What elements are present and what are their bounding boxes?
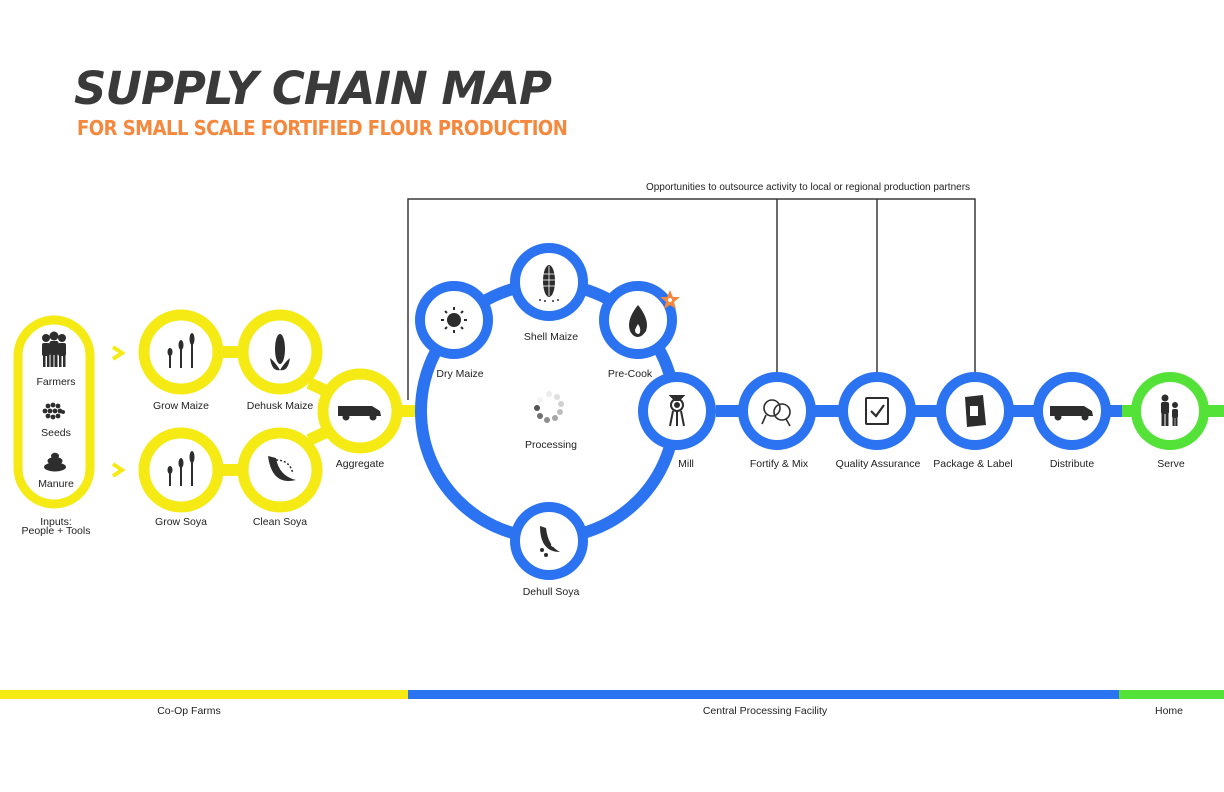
stage-bar-facility bbox=[408, 690, 1119, 699]
flame-icon bbox=[629, 305, 647, 337]
node-quality-assurance bbox=[838, 372, 916, 450]
page-subtitle: FOR SMALL SCALE FORTIFIED FLOUR PRODUCTI… bbox=[77, 116, 568, 140]
sun-icon bbox=[441, 307, 467, 333]
label-dehull-soya: Dehull Soya bbox=[523, 586, 580, 598]
stage-label-facility: Central Processing Facility bbox=[703, 705, 828, 717]
truck-icon bbox=[1050, 406, 1093, 421]
checklist-icon bbox=[865, 397, 889, 425]
input-label-farmers: Farmers bbox=[36, 376, 75, 388]
stage-bar-home bbox=[1119, 690, 1224, 699]
corn-cob-icon bbox=[539, 265, 559, 302]
stage-label-farms: Co-Op Farms bbox=[157, 705, 221, 717]
label-mill: Mill bbox=[678, 458, 694, 470]
page-title: SUPPLY CHAIN MAP bbox=[74, 62, 552, 115]
star-badge-icon bbox=[660, 290, 680, 309]
seeds-icon bbox=[42, 402, 65, 420]
node-fortify-mix bbox=[738, 372, 816, 450]
farm-arrow-bottom bbox=[111, 462, 126, 478]
label-distribute: Distribute bbox=[1050, 458, 1095, 470]
corn-husk-icon bbox=[270, 334, 290, 371]
inputs-caption: Inputs: bbox=[40, 516, 72, 528]
input-label-manure: Manure bbox=[38, 478, 74, 490]
outsource-note: Opportunities to outsource activity to l… bbox=[646, 182, 970, 193]
input-label-seeds: Seeds bbox=[41, 427, 71, 439]
label-serve: Serve bbox=[1157, 458, 1185, 470]
label-clean-soya: Clean Soya bbox=[253, 516, 307, 528]
wheat-icon bbox=[167, 451, 195, 486]
label-dehusk-maize: Dehusk Maize bbox=[247, 400, 314, 412]
label-pre-cook: Pre-Cook bbox=[608, 368, 653, 380]
inputs-caption: People + Tools bbox=[22, 525, 91, 537]
manure-icon bbox=[44, 452, 66, 472]
label-package-label: Package & Label bbox=[933, 458, 1012, 470]
label-dry-maize: Dry Maize bbox=[436, 368, 483, 380]
farm-arrow-top bbox=[111, 345, 126, 361]
truck-icon bbox=[338, 406, 381, 421]
label-aggregate: Aggregate bbox=[336, 458, 385, 470]
soy-pod-icon bbox=[540, 526, 560, 557]
farmers-icon bbox=[42, 331, 66, 367]
label-grow-soya: Grow Soya bbox=[155, 516, 207, 528]
label-processing: Processing bbox=[525, 439, 577, 451]
outsource-bracket bbox=[407, 198, 976, 400]
stage-label-home: Home bbox=[1155, 705, 1183, 717]
node-serve bbox=[1131, 372, 1209, 450]
family-icon bbox=[1161, 394, 1178, 426]
flour-bag-icon bbox=[965, 395, 986, 427]
label-fortify-mix: Fortify & Mix bbox=[750, 458, 809, 470]
loading-spinner-icon bbox=[534, 391, 564, 423]
mix-bowls-icon bbox=[761, 399, 791, 427]
label-shell-maize: Shell Maize bbox=[524, 331, 578, 343]
label-grow-maize: Grow Maize bbox=[153, 400, 209, 412]
grinder-icon bbox=[668, 395, 686, 427]
wheat-icon bbox=[167, 333, 195, 368]
soy-pod-icon bbox=[268, 456, 296, 481]
stage-bar-farms bbox=[0, 690, 408, 699]
label-quality-assurance: Quality Assurance bbox=[836, 458, 921, 470]
